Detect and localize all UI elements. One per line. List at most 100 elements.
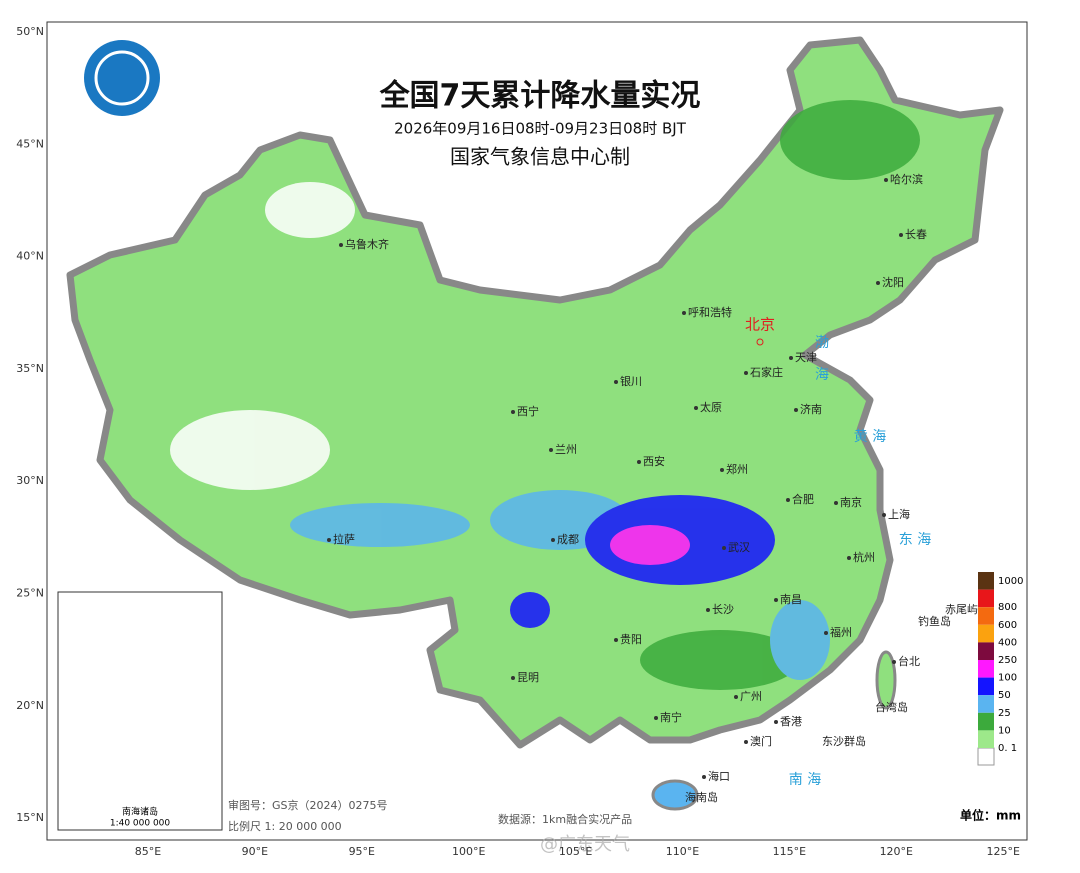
city-label: 海口 bbox=[708, 769, 730, 783]
city-marker bbox=[614, 380, 618, 384]
producer: 国家气象信息中心制 bbox=[450, 145, 630, 169]
inset-title: 南海诸岛 bbox=[122, 806, 158, 818]
legend-swatch bbox=[978, 677, 994, 696]
city-label: 太原 bbox=[700, 401, 722, 414]
taiwan bbox=[875, 650, 897, 710]
title: 全国7天累计降水量实况 bbox=[379, 79, 701, 114]
city-label: 昆明 bbox=[517, 671, 539, 684]
city-label: 台湾岛 bbox=[875, 700, 908, 714]
city-label: 东沙群岛 bbox=[822, 734, 866, 748]
rain-area bbox=[290, 503, 470, 547]
city-label: 香港 bbox=[780, 715, 802, 728]
city-label: 哈尔滨 bbox=[890, 172, 923, 186]
city-marker bbox=[327, 538, 331, 542]
unit: 单位：mm bbox=[960, 808, 1021, 823]
legend-label: 10 bbox=[998, 725, 1011, 736]
legend-swatch bbox=[978, 712, 994, 731]
legend-label: 100 bbox=[998, 673, 1017, 684]
legend-label: 25 bbox=[998, 708, 1011, 719]
legend-label: 400 bbox=[998, 637, 1017, 648]
logo bbox=[84, 40, 160, 116]
city-label: 郑州 bbox=[726, 462, 748, 476]
city-label: 武汉 bbox=[728, 541, 750, 554]
city-label: 成都 bbox=[557, 533, 579, 546]
legend-label: 50 bbox=[998, 690, 1011, 701]
city-marker bbox=[339, 243, 343, 247]
legend-swatch bbox=[978, 607, 994, 625]
lat-label: 50°N bbox=[16, 25, 44, 38]
city-marker bbox=[511, 676, 515, 680]
city-label: 长春 bbox=[905, 228, 927, 241]
city-label: 贵阳 bbox=[620, 633, 642, 646]
lat-label: 25°N bbox=[16, 587, 44, 600]
city-marker bbox=[702, 775, 706, 779]
lat-label: 40°N bbox=[16, 250, 44, 263]
city-marker bbox=[682, 311, 686, 315]
legend-swatch bbox=[978, 642, 994, 660]
city-marker bbox=[899, 233, 903, 237]
city-label: 石家庄 bbox=[750, 365, 783, 379]
rain-area bbox=[510, 592, 550, 628]
lon-label: 85°E bbox=[135, 845, 161, 858]
city-label: 南宁 bbox=[660, 710, 682, 724]
city-marker bbox=[694, 406, 698, 410]
source: 数据源：1km融合实况产品 bbox=[498, 812, 632, 826]
city-label: 杭州 bbox=[853, 550, 875, 564]
city-marker bbox=[892, 660, 896, 664]
city-marker bbox=[786, 498, 790, 502]
legend-label: 250 bbox=[998, 655, 1017, 666]
lon-label: 110°E bbox=[666, 845, 699, 858]
lat-label: 15°N bbox=[16, 811, 44, 824]
city-label: 沈阳 bbox=[882, 275, 904, 289]
sea-label: 渤 bbox=[815, 335, 829, 351]
city-label: 福州 bbox=[830, 625, 852, 639]
city-label: 合肥 bbox=[792, 492, 814, 506]
city-marker bbox=[789, 356, 793, 360]
city-marker bbox=[722, 546, 726, 550]
rain-area bbox=[640, 630, 800, 690]
city-marker bbox=[794, 408, 798, 412]
city-label: 赤尾屿 bbox=[945, 603, 978, 616]
lon-label: 115°E bbox=[773, 845, 806, 858]
city-label: 天津 bbox=[795, 351, 817, 364]
city-marker bbox=[744, 740, 748, 744]
legend-swatch bbox=[978, 730, 994, 748]
legend-label: 800 bbox=[998, 602, 1017, 613]
hainan bbox=[651, 779, 699, 811]
lon-label: 105°E bbox=[559, 845, 592, 858]
legend: 1000 800 600 400 250 100 50 25 10 0. 1 bbox=[977, 572, 1023, 766]
sea-label: 东 海 bbox=[899, 532, 931, 548]
city-marker bbox=[876, 281, 880, 285]
sea-label: 南 海 bbox=[789, 772, 821, 788]
lat-label: 20°N bbox=[16, 699, 44, 712]
city-marker bbox=[614, 638, 618, 642]
rain-area bbox=[610, 525, 690, 565]
lon-label: 95°E bbox=[349, 845, 375, 858]
sea-label: 黄 海 bbox=[854, 428, 886, 445]
inset-scale: 1:40 000 000 bbox=[110, 819, 171, 829]
city-marker bbox=[654, 716, 658, 720]
city-marker bbox=[706, 608, 710, 612]
city-marker bbox=[847, 556, 851, 560]
city-label: 长沙 bbox=[712, 603, 734, 616]
city-label: 南昌 bbox=[780, 593, 802, 606]
city-marker bbox=[511, 410, 515, 414]
city-marker bbox=[884, 178, 888, 182]
lon-label: 100°E bbox=[452, 845, 485, 858]
lon-label: 120°E bbox=[880, 845, 913, 858]
city-label: 澳门 bbox=[750, 734, 772, 748]
legend-swatch bbox=[978, 695, 994, 713]
legend-swatch bbox=[978, 660, 994, 678]
legend-label: 0. 1 bbox=[998, 743, 1017, 754]
dry-area bbox=[170, 410, 330, 490]
legend-label: 1000 bbox=[998, 576, 1023, 587]
city-marker bbox=[551, 538, 555, 542]
legend-swatch bbox=[978, 624, 994, 643]
city-label: 银川 bbox=[620, 374, 642, 388]
city-marker bbox=[637, 460, 641, 464]
city-label: 乌鲁木齐 bbox=[345, 237, 389, 251]
capital-marker bbox=[756, 338, 764, 346]
lat-label: 35°N bbox=[16, 362, 44, 375]
approval: 审图号：GS京（2024）0275号 bbox=[228, 798, 388, 812]
